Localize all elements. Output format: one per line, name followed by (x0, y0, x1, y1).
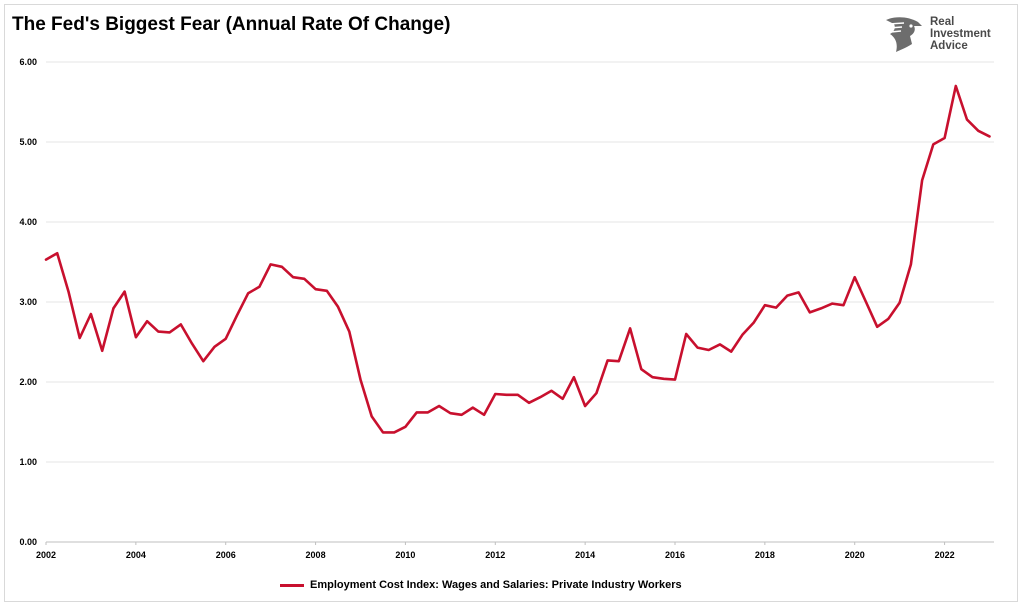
logo: Real Investment Advice (884, 14, 1004, 58)
x-tick-label: 2002 (36, 550, 56, 560)
y-tick-label: 3.00 (19, 297, 37, 307)
logo-text-line: Advice (930, 40, 968, 52)
legend: Employment Cost Index: Wages and Salarie… (280, 576, 682, 594)
y-tick-label: 4.00 (19, 217, 37, 227)
grid-lines (46, 61, 994, 543)
series-layer (44, 84, 991, 434)
x-tick-label: 2006 (216, 550, 236, 560)
y-tick-label: 2.00 (19, 377, 37, 387)
x-tick-label: 2004 (126, 550, 146, 560)
x-tick-label: 2014 (575, 550, 595, 560)
x-tick-label: 2012 (485, 550, 505, 560)
x-tick-label: 2018 (755, 550, 775, 560)
series-line (44, 84, 991, 434)
x-axis: 2002 2004 2006 2008 2010 2012 2014 2016 2018 2020… (36, 542, 955, 560)
x-tick-label: 2016 (665, 550, 685, 560)
y-tick-label: 1.00 (19, 457, 37, 467)
y-tick-label: 5.00 (19, 137, 37, 147)
logo-text-line: Real (930, 16, 955, 28)
y-tick-label: 0.00 (19, 537, 37, 547)
logo-text-line: Investment (930, 28, 991, 40)
legend-swatch (280, 583, 304, 587)
chart-frame (4, 4, 1018, 602)
y-tick-label: 6.00 (19, 57, 37, 67)
x-tick-label: 2008 (306, 550, 326, 560)
x-tick-label: 2022 (935, 550, 955, 560)
y-axis: 0.00 1.00 2.00 3.00 4.00 5.00 6.00 (19, 57, 37, 547)
x-tick-label: 2010 (395, 550, 415, 560)
chart-title: The Fed's Biggest Fear (Annual Rate Of C… (12, 14, 451, 35)
eagle-head-icon (886, 17, 922, 52)
legend-label: Employment Cost Index: Wages and Salarie… (310, 579, 682, 591)
logo-text: Real Investment Advice (930, 16, 991, 52)
x-tick-label: 2020 (845, 550, 865, 560)
